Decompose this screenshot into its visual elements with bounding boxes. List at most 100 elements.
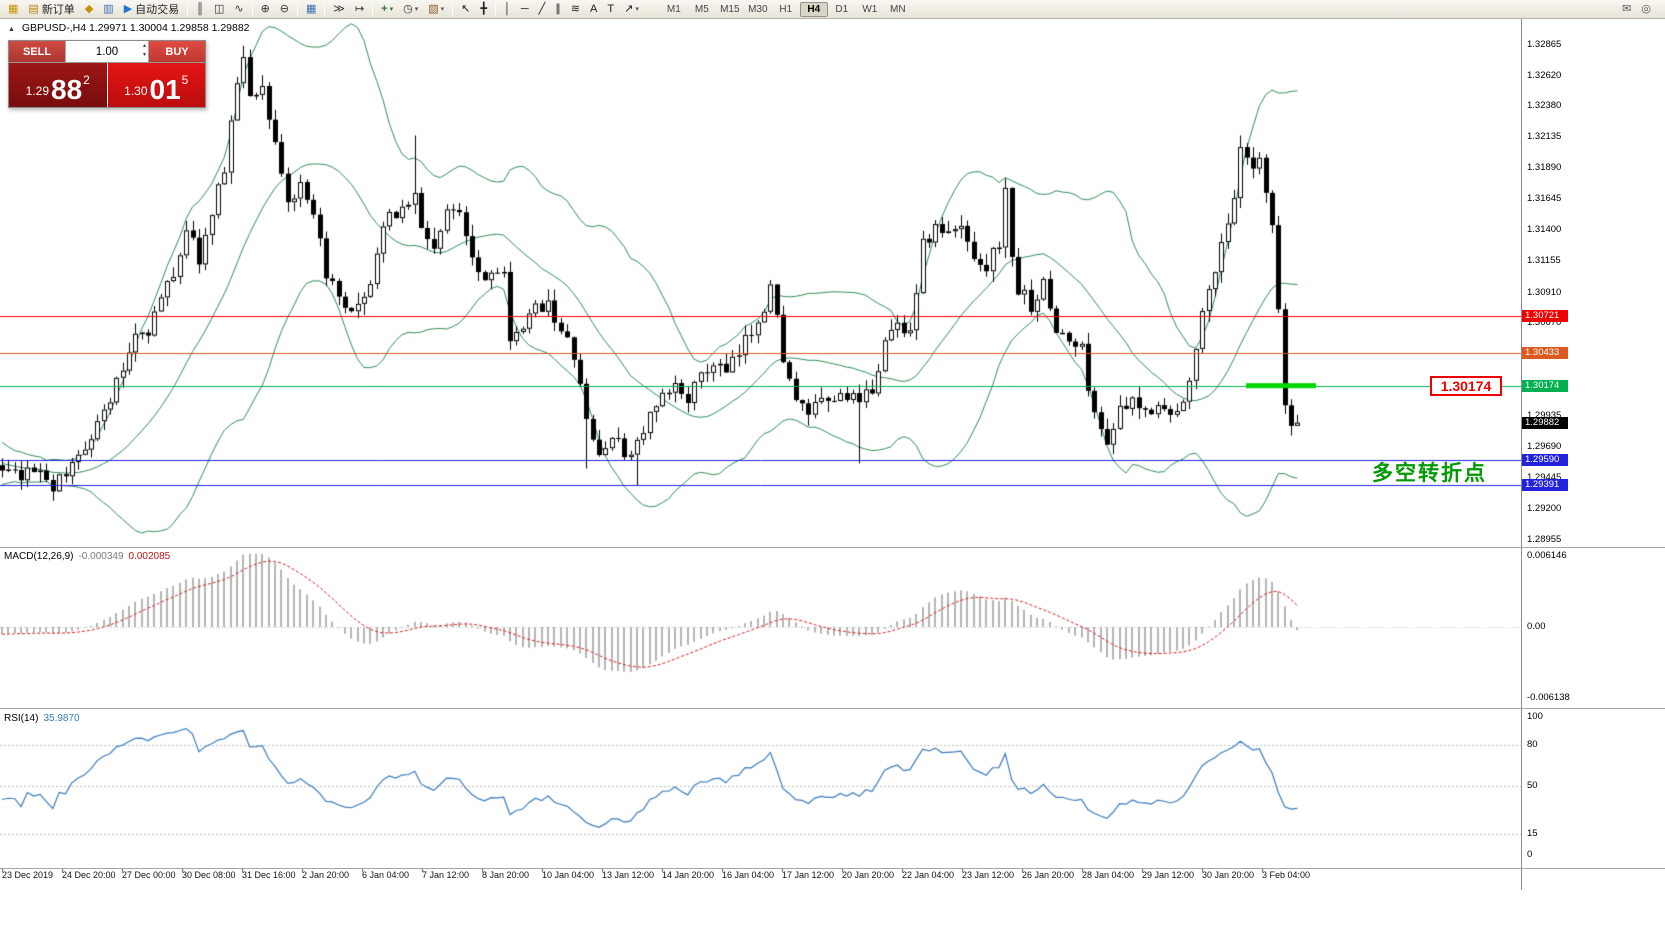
timeframe-m1[interactable]: M1 [666,3,681,15]
buy-price-button[interactable]: 1.30 01 5 [106,63,205,107]
chevron-down-icon: ▾ [414,6,419,13]
macd-axis-label: -0.006138 [1527,692,1570,703]
time-axis-label: 30 Jan 20:00 [1202,870,1255,880]
notifications-icon[interactable]: ◎ [1637,1,1655,17]
toolbar-icon: ↖ [461,2,471,15]
price-callout-box[interactable]: 1.30174 [1430,375,1502,396]
templates-button[interactable]: ▧ ▾ [424,1,448,17]
timeframe-m5[interactable]: M5 [694,3,709,15]
horizontal-line-button[interactable]: ─ [517,1,533,17]
timeframe-mn[interactable]: MN [890,3,906,15]
timeframe-m30[interactable]: M30 [748,3,768,15]
current-price-label: 1.29882 [1522,416,1568,429]
price-scale-tick: 1.28955 [1527,534,1562,545]
buy-button[interactable]: BUY [149,41,205,62]
timeframe-m15[interactable]: M15 [720,3,740,15]
toolbar-icon: ▧ [428,2,439,15]
time-axis-label: 8 Jan 20:00 [482,870,530,880]
toolbar-icon: │ [504,2,511,15]
time-axis-label: 30 Dec 08:00 [182,870,236,880]
price-scale-tick: 1.31155 [1527,255,1561,267]
price-scale-tick: 1.29935 [1527,409,1562,421]
volume-input[interactable]: 1.00 ▴ ▾ [65,41,149,62]
new-order-button[interactable]: ▤ 新订单 [24,1,78,17]
line-chart-button[interactable]: ∿ [230,1,247,17]
price-scale-tick: 1.29445 [1527,471,1562,483]
time-axis-label: 31 Dec 16:00 [242,870,296,880]
chevron-down-icon: ▾ [440,6,445,13]
ask-head: 1.30 [124,84,148,98]
new-chart-button[interactable]: ▦ [4,1,22,17]
ask-big-digits: 01 [149,74,181,105]
charts-button[interactable]: ▥ [99,1,117,17]
price-line-axis-label: 1.29391 [1522,478,1568,491]
auto-scroll-button[interactable]: ≫ [329,1,349,17]
rsi-name: RSI(14) [4,713,39,724]
time-axis-label: 10 Jan 04:00 [542,870,595,880]
toolbar: ▦ ▤ 新订单 ◆ ▥ [0,0,1665,19]
profiles-button[interactable]: ◆ [81,1,97,17]
vertical-line-button[interactable]: │ [500,1,515,17]
timeframe-d1[interactable]: D1 [835,3,849,15]
macd-signal-value: 0.002085 [128,551,171,562]
sell-button[interactable]: SELL [9,41,65,62]
time-axis-label: 29 Jan 12:00 [1142,870,1195,880]
arrows-button[interactable]: ↗ ▾ [620,1,643,17]
chat-icon[interactable]: ✉ [1618,1,1635,17]
toolbar-icon: ✉ [1622,2,1632,15]
toolbar-separator [324,2,326,16]
periods-button[interactable]: ◷ ▾ [399,1,422,17]
trendline-button[interactable]: ╱ [535,1,550,17]
label-button[interactable]: T [603,1,618,17]
toolbar-icon: A [590,2,598,15]
volume-spinner[interactable]: ▴ ▾ [143,42,146,60]
price-scale-tick: 1.31890 [1527,162,1562,174]
volume-value: 1.00 [95,45,119,58]
price-line-axis-label: 1.30721 [1522,310,1568,323]
toolbar-icon: ╋ [480,2,487,15]
toolbar-icon: ─ [520,2,529,15]
toolbar-icon: ▥ [103,2,114,15]
time-axis-label: 13 Jan 12:00 [602,870,655,880]
toolbar-separator [187,2,189,16]
toolbar-icon: + [381,2,388,15]
bid-pipette: 2 [83,73,90,87]
bars-chart-button[interactable]: ║ [192,1,208,17]
channel-button[interactable]: ∥ [551,1,565,17]
indicators-button[interactable]: + ▾ [377,1,397,17]
toolbar-icon: ▶ [123,2,133,15]
annotation-text[interactable]: 多空转折点 [1372,461,1487,485]
zoom-out-button[interactable]: ⊖ [276,1,293,17]
one-click-trading-panel: SELL 1.00 ▴ ▾ BUY 1.29 88 2 1.30 [8,40,206,108]
chart-shift-button[interactable]: ↦ [351,1,368,17]
price-line-axis-label: 1.29590 [1522,453,1568,466]
text-button[interactable]: A [586,1,601,17]
timeframe-h1[interactable]: H1 [779,3,793,15]
zoom-in-button[interactable]: ⊕ [257,1,274,17]
time-axis-label: 27 Dec 00:00 [122,870,176,880]
timeframe-w1[interactable]: W1 [862,3,878,15]
macd-axis-label: 0.00 [1527,621,1546,633]
cursor-button[interactable]: ↖ [457,1,474,17]
sell-price-button[interactable]: 1.29 88 2 [9,63,107,107]
toolbar-icon: T [607,2,615,15]
collapse-triangle-icon[interactable]: ▲ [8,26,15,33]
panel-separator-rsi[interactable] [0,708,1665,709]
auto-trading-button[interactable]: ▶ 自动交易 [120,1,183,17]
price-scale-separator[interactable] [1521,19,1522,890]
price-scale-tick: 1.32135 [1527,131,1562,143]
candlestick-chart-button[interactable]: ◫ [210,1,228,17]
spinner-up-icon[interactable]: ▴ [142,43,146,49]
tile-windows-button[interactable]: ▦ [302,1,320,17]
toolbar-separator [251,2,253,16]
timeframe-h4[interactable]: H4 [799,1,828,17]
panel-separator-macd[interactable] [0,547,1665,548]
fibonacci-button[interactable]: ≋ [567,1,584,17]
chart-canvas[interactable] [0,19,1521,890]
time-axis-label: 23 Dec 2019 [2,870,54,880]
price-scale-tick: 1.30910 [1527,286,1562,298]
spinner-down-icon[interactable]: ▾ [142,52,146,58]
trade-panel-top-row: SELL 1.00 ▴ ▾ BUY [9,41,205,63]
crosshair-button[interactable]: ╋ [476,1,491,17]
